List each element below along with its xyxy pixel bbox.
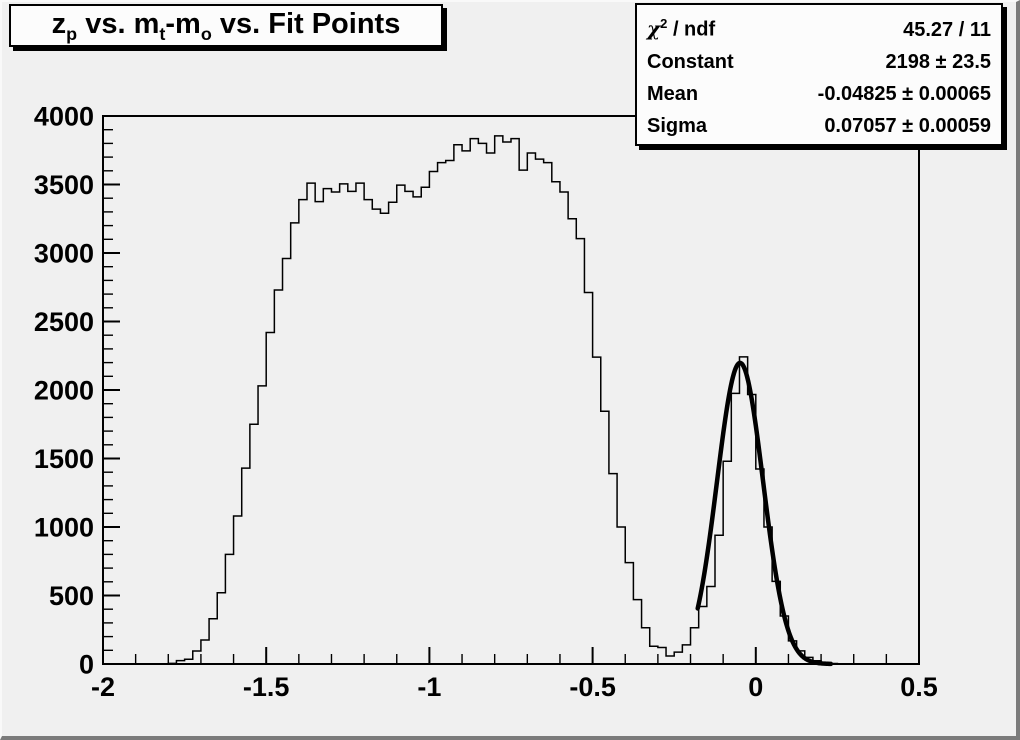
y-tick-label: 1000 (34, 512, 94, 542)
y-tick-label: 2500 (34, 307, 94, 337)
chi-symbol: χ (647, 16, 661, 41)
y-tick-label: 3500 (34, 170, 94, 200)
x-tick-label: 0.5 (900, 672, 938, 702)
stats-row-sigma: Sigma 0.07057 ± 0.00059 (647, 110, 991, 142)
y-axis: 0 500 1000 1500 2000 2500 3000 3500 4000 (34, 101, 120, 679)
x-tick-label: 0 (748, 672, 763, 702)
y-tick-label: 4000 (34, 101, 94, 131)
stats-label-chi2: χ2 / ndf (647, 16, 716, 41)
y-tick-label: 1500 (34, 444, 94, 474)
x-axis: -2 -1.5 -1 -0.5 0 0.5 (91, 647, 938, 702)
stats-label-sigma: Sigma (647, 114, 708, 137)
stats-row-mean: Mean -0.04825 ± 0.00065 (647, 78, 991, 110)
stats-value-constant: 2198 ± 23.5 (885, 50, 991, 73)
stats-value-chi2: 45.27 / 11 (903, 18, 991, 41)
x-tick-label: -0.5 (569, 672, 616, 702)
histogram-line (103, 135, 919, 665)
y-tick-label: 2000 (34, 375, 94, 405)
stats-row-constant: Constant 2198 ± 23.5 (647, 46, 991, 78)
plot-title: zp vs. mt-mo vs. Fit Points (51, 8, 401, 44)
stats-value-mean: -0.04825 ± 0.00065 (817, 82, 991, 105)
stats-label-constant: Constant (647, 50, 734, 73)
y-tick-label: 0 (79, 649, 94, 679)
title-box: zp vs. mt-mo vs. Fit Points (9, 4, 443, 47)
y-tick-label: 500 (49, 581, 94, 611)
stats-label-mean: Mean (647, 82, 699, 105)
stats-box: χ2 / ndf 45.27 / 11 Constant 2198 ± 23.5… (635, 3, 1003, 146)
fit-curve (695, 360, 834, 667)
y-tick-label: 3000 (34, 238, 94, 268)
stats-value-sigma: 0.07057 ± 0.00059 (824, 114, 991, 137)
x-tick-label: -1 (417, 672, 441, 702)
stats-row-chi2: χ2 / ndf 45.27 / 11 (647, 8, 991, 46)
x-tick-label: -1.5 (243, 672, 290, 702)
x-tick-label: -2 (91, 672, 115, 702)
